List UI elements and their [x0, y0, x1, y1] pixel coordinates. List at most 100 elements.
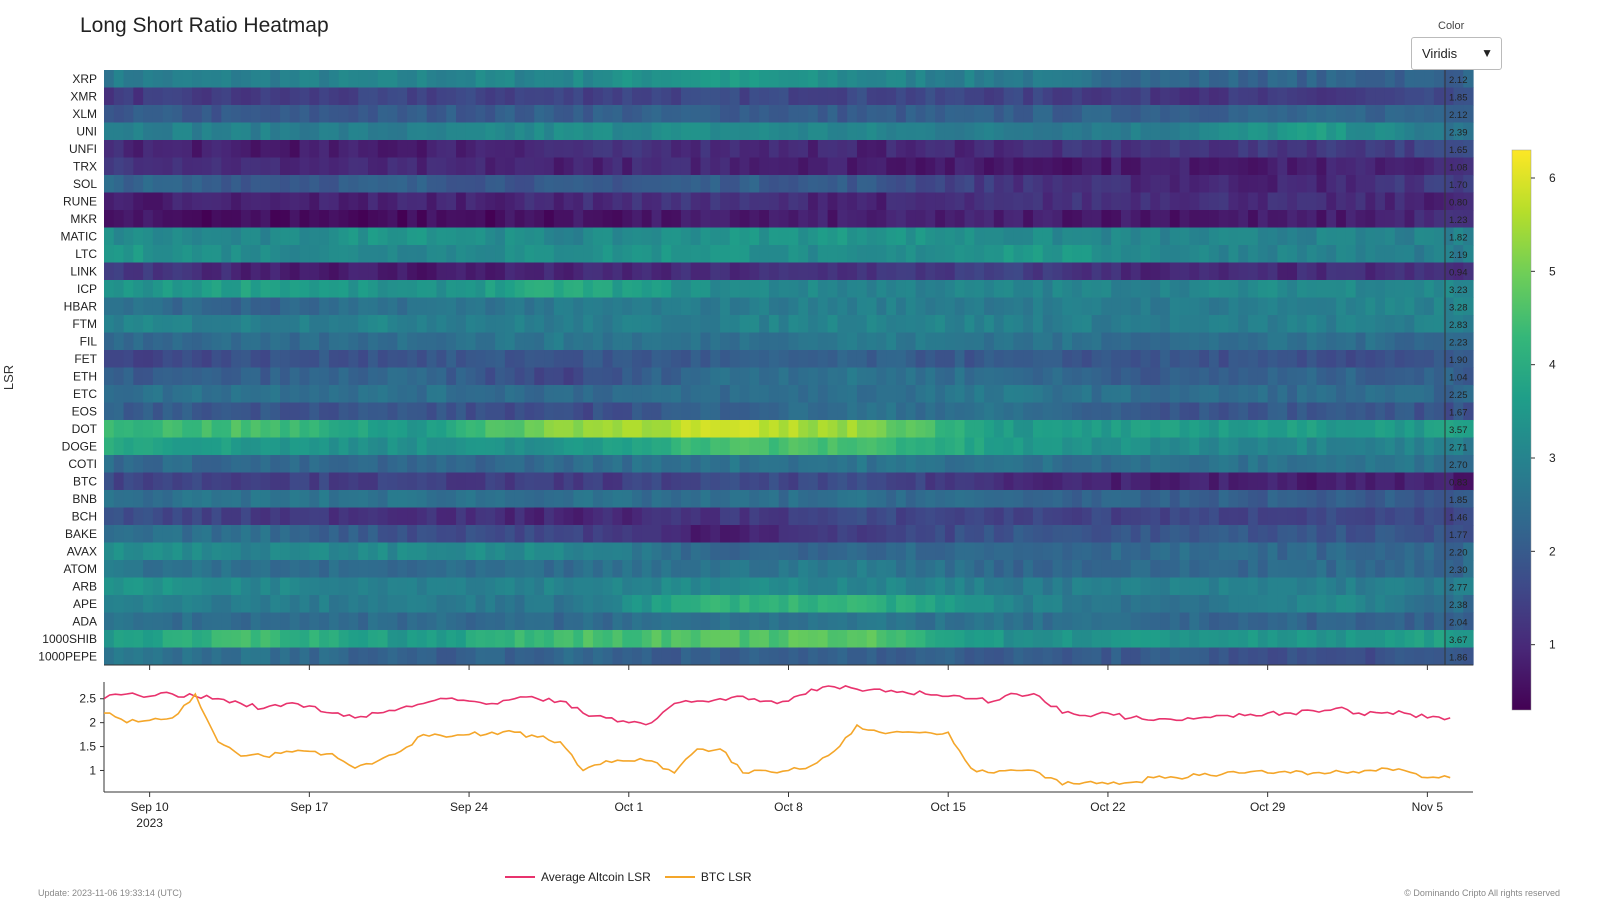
heatmap-cell: [426, 297, 438, 316]
heatmap-cell: [1189, 647, 1200, 666]
heatmap-cell: [671, 472, 682, 491]
heatmap-cell: [886, 175, 897, 193]
heatmap-cell: [416, 385, 428, 403]
heatmap-cell: [935, 297, 946, 316]
heatmap-cell: [1120, 210, 1132, 228]
heatmap-cell: [720, 367, 731, 386]
heatmap-cell: [416, 280, 428, 298]
heatmap-cell: [1003, 437, 1015, 456]
heatmap-cell: [1375, 262, 1386, 281]
heatmap-cell: [1306, 595, 1318, 613]
heatmap-cell: [700, 140, 711, 158]
heatmap-cell: [1111, 595, 1122, 613]
heatmap-cell: [661, 122, 672, 141]
heatmap-cell: [113, 647, 125, 666]
heatmap-cell: [397, 210, 408, 228]
heatmap-cell: [749, 157, 760, 176]
heatmap-cell: [710, 402, 721, 421]
heatmap-cell: [397, 105, 408, 123]
heatmap-cell: [1306, 420, 1318, 438]
heatmap-cell: [768, 560, 780, 578]
heatmap-cell: [328, 122, 340, 141]
heatmap-cell: [553, 210, 565, 228]
heatmap-cell: [231, 297, 242, 316]
heatmap-cell: [1189, 560, 1200, 578]
heatmap-cell: [143, 560, 154, 578]
heatmap-cell: [954, 262, 966, 281]
heatmap-cell: [1101, 525, 1112, 543]
heatmap-cell: [1375, 507, 1386, 526]
heatmap-cell: [123, 647, 134, 666]
legend-item-altcoin[interactable]: Average Altcoin LSR: [505, 870, 651, 884]
heatmap-cell: [113, 297, 125, 316]
heatmap-cell: [1208, 192, 1220, 211]
heatmap-cell: [1130, 490, 1142, 508]
heatmap-cell: [954, 315, 966, 333]
heatmap-cell: [289, 560, 301, 578]
heatmap-cell: [1160, 542, 1171, 561]
heatmap-cell: [993, 140, 1005, 158]
heatmap-cell: [612, 140, 623, 158]
heatmap-cell: [162, 472, 174, 491]
colorscale-dropdown[interactable]: Viridis ▼: [1411, 37, 1502, 70]
heatmap-cell: [612, 542, 623, 561]
heatmap-cell: [954, 87, 966, 106]
heatmap-cell: [348, 560, 359, 578]
heatmap-cell: [182, 455, 193, 473]
heatmap-cell: [1013, 612, 1024, 631]
heatmap-cell: [759, 315, 770, 333]
heatmap-cell: [240, 87, 252, 106]
row-label-eth: ETH: [73, 369, 97, 383]
heatmap-cell: [446, 490, 457, 508]
heatmap-cell: [1404, 105, 1415, 123]
heatmap-cell: [1218, 612, 1230, 631]
heatmap-cell: [475, 227, 486, 246]
heatmap-cell: [280, 157, 291, 176]
heatmap-cell: [104, 87, 115, 106]
heatmap-cell: [768, 437, 780, 456]
heatmap-cell: [1042, 262, 1054, 281]
heatmap-cell: [837, 420, 848, 438]
heatmap-cell: [768, 105, 780, 123]
heatmap-cell: [309, 105, 320, 123]
heatmap-cell: [1296, 560, 1308, 578]
heatmap-cell: [309, 297, 320, 316]
heatmap-cell: [348, 647, 359, 666]
heatmap-cell: [143, 437, 154, 456]
heatmap-cell: [1169, 87, 1181, 106]
heatmap-cell: [1365, 122, 1376, 141]
heatmap-cell: [328, 297, 340, 316]
heatmap-cell: [1375, 367, 1386, 386]
heatmap-cell: [837, 542, 848, 561]
heatmap-cell: [104, 420, 115, 438]
heatmap-cell: [896, 577, 907, 596]
heatmap-cell: [886, 455, 897, 473]
heatmap-cell: [1003, 105, 1015, 123]
heatmap-cell: [162, 577, 174, 596]
heatmap-cell: [1169, 402, 1181, 421]
heatmap-cell: [250, 577, 262, 596]
legend-item-btc[interactable]: BTC LSR: [664, 870, 752, 884]
heatmap-cell: [1326, 210, 1337, 228]
heatmap-cell: [260, 525, 271, 543]
heatmap-cell: [788, 87, 799, 106]
heatmap-cell: [1169, 227, 1181, 246]
heatmap-cell: [837, 332, 848, 351]
row-label-xrp: XRP: [72, 72, 97, 86]
heatmap-cell: [1316, 280, 1327, 298]
heatmap-cell: [1199, 157, 1210, 176]
heatmap-cell: [583, 227, 594, 246]
heatmap-cell: [1355, 332, 1367, 351]
heatmap-cell: [1336, 367, 1347, 386]
heatmap-cell: [768, 385, 780, 403]
heatmap-cell: [368, 612, 379, 631]
heatmap-cell: [1414, 367, 1425, 386]
heatmap-cell: [133, 87, 144, 106]
heatmap-cell: [1287, 192, 1298, 211]
heatmap-cell: [935, 315, 946, 333]
heatmap-cell: [778, 210, 790, 228]
heatmap-cell: [426, 122, 438, 141]
heatmap-cell: [397, 262, 408, 281]
heatmap-cell: [1384, 525, 1396, 543]
heatmap-cell: [573, 420, 584, 438]
